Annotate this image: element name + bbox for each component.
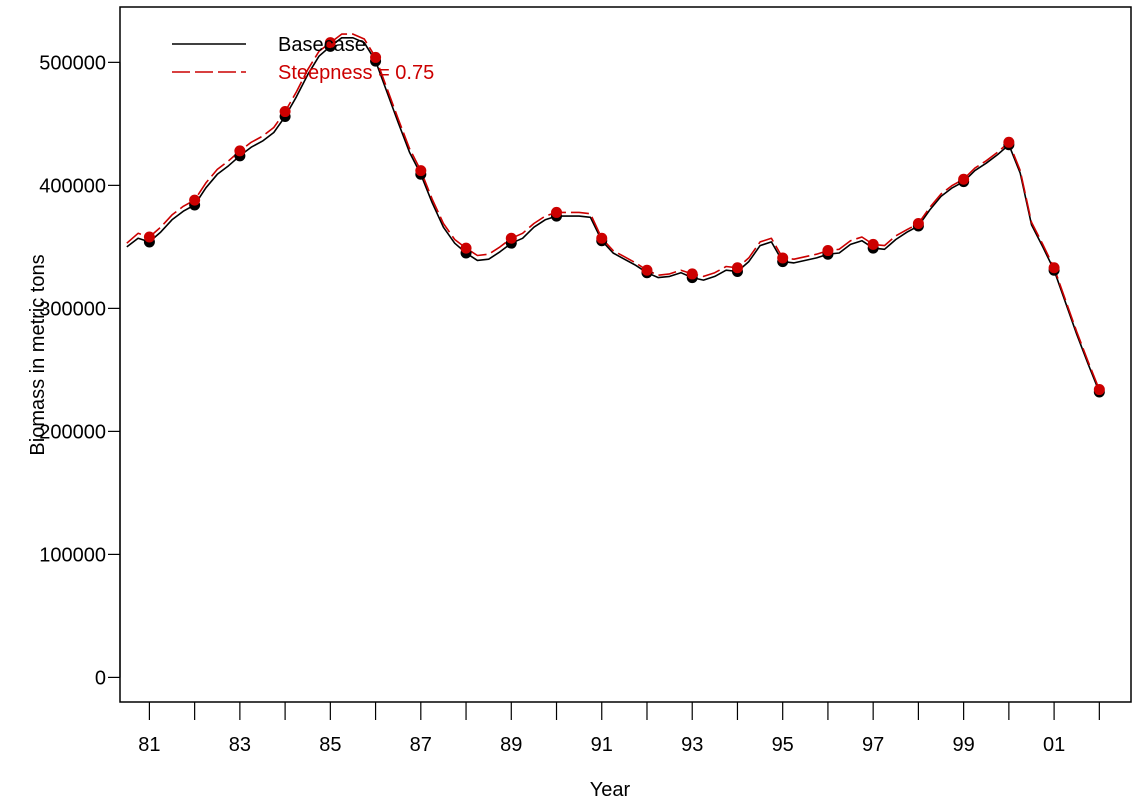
legend-label-basecase: Basecase — [278, 34, 366, 56]
series-line-0 — [126, 37, 1101, 393]
series-1-point — [641, 264, 653, 276]
points-layer — [143, 37, 1105, 398]
series-layer — [126, 33, 1101, 393]
series-1-point — [415, 165, 427, 177]
series-1-point — [1003, 136, 1015, 148]
legend-label-steepness: Steepness = 0.75 — [278, 62, 434, 84]
series-1-point — [867, 238, 879, 250]
x-tick-label: 89 — [500, 734, 522, 756]
y-tick-label: 0 — [95, 667, 106, 689]
y-tick-label: 500000 — [39, 52, 106, 74]
x-tick-label: 01 — [1043, 734, 1065, 756]
series-1-point — [822, 245, 834, 257]
y-tick-label: 400000 — [39, 175, 106, 197]
series-1-point — [686, 268, 698, 280]
x-tick-label: 81 — [138, 734, 160, 756]
series-1-point — [912, 217, 924, 229]
series-1-point — [143, 231, 155, 243]
x-tick-label: 91 — [591, 734, 613, 756]
x-tick-label: 87 — [410, 734, 432, 756]
y-axis-label: Biomass in metric tons — [27, 254, 49, 455]
series-1-point — [777, 252, 789, 264]
series-1-point — [1093, 384, 1105, 396]
series-1-point — [460, 242, 472, 254]
y-axis: 0 100000 200000 300000 400000 500000 — [39, 52, 121, 689]
series-1-point — [279, 106, 291, 118]
plot-area-frame — [119, 6, 1132, 703]
series-1-point — [1048, 262, 1060, 274]
x-tick-label: 83 — [229, 734, 251, 756]
legend: Basecase Steepness = 0.75 — [172, 34, 434, 84]
x-tick-label: 99 — [953, 734, 975, 756]
series-1-point — [189, 194, 201, 206]
series-1-point — [505, 232, 517, 244]
series-1-point — [324, 37, 336, 49]
y-tick-label: 300000 — [39, 298, 106, 320]
series-1-point — [551, 206, 563, 218]
x-tick-label: 85 — [319, 734, 341, 756]
series-1-point — [370, 51, 382, 63]
series-1-point — [731, 262, 743, 274]
series-1-point — [234, 145, 246, 157]
x-axis-label: Year — [590, 779, 631, 801]
x-tick-label: 93 — [681, 734, 703, 756]
x-tick-marks — [148, 702, 1100, 720]
series-1-point — [596, 232, 608, 244]
series-1-point — [958, 173, 970, 185]
x-axis-tick-labels: 81 83 85 87 89 91 93 95 97 99 01 — [138, 734, 1065, 756]
series-line-1 — [126, 33, 1101, 390]
y-tick-label: 100000 — [39, 544, 106, 566]
x-tick-label: 95 — [772, 734, 794, 756]
x-tick-label: 97 — [862, 734, 884, 756]
y-tick-label: 200000 — [39, 421, 106, 443]
